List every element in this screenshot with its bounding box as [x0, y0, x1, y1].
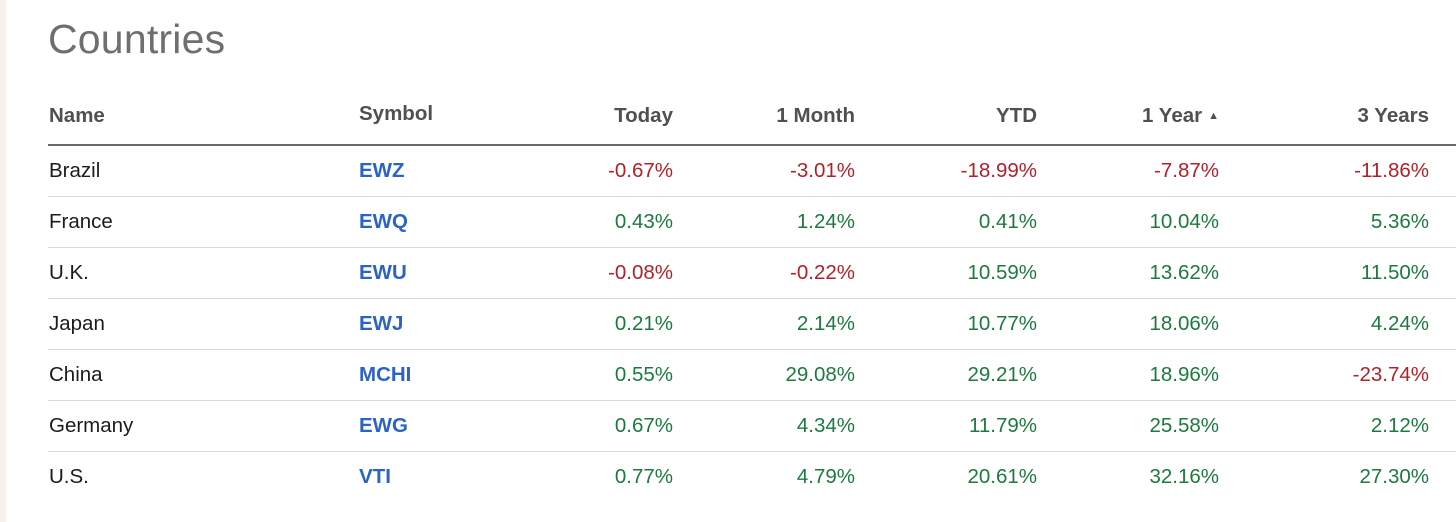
cell-1-year: 18.06% [1065, 298, 1247, 350]
cell-today: 0.21% [542, 298, 701, 350]
cell-3-years: -11.86% [1247, 145, 1456, 197]
column-header-1-year[interactable]: 1 Year ▲ [1065, 88, 1247, 146]
cell-1-month: 4.34% [701, 400, 883, 452]
table-row: Brazil EWZ -0.67% -3.01% -18.99% -7.87% -11.86… [48, 145, 1456, 197]
countries-table: Name Symbol Today 1 Month YTD 1 Year ▲ 3 … [48, 86, 1456, 502]
column-header-symbol[interactable]: Symbol [358, 86, 542, 144]
cell-name: China [48, 349, 358, 401]
table-row: China MCHI 0.55% 29.08% 29.21% 18.96% -23.74% [48, 349, 1456, 401]
cell-1-year: 25.58% [1065, 400, 1247, 452]
cell-ytd: 10.77% [883, 298, 1065, 350]
cell-today: 0.43% [542, 196, 701, 248]
cell-1-month: -0.22% [701, 247, 883, 299]
cell-1-month: 4.79% [796, 465, 855, 488]
cell-name: France [48, 196, 358, 248]
table-row: France EWQ 0.43% 1.24% 0.41% 10.04% 5.36% [48, 196, 1456, 248]
header-row: Name Symbol Today 1 Month YTD 1 Year ▲ 3 … [48, 86, 1456, 146]
cell-ytd: -18.99% [883, 145, 1065, 197]
cell-1-year: 18.96% [1065, 349, 1247, 401]
cell-3-years: 11.50% [1247, 247, 1456, 299]
symbol-link[interactable]: EWG [358, 400, 542, 452]
column-header-3-years[interactable]: 3 Years [1247, 88, 1456, 146]
table-header: Name Symbol Today 1 Month YTD 1 Year ▲ 3 … [48, 86, 1456, 146]
symbol-link[interactable]: EWZ [358, 145, 542, 197]
cell-today: 0.67% [542, 400, 701, 452]
cell-1-year: 10.04% [1065, 196, 1247, 248]
cell-1-year: -7.87% [1065, 145, 1247, 197]
symbol-link[interactable]: MCHI [358, 349, 542, 401]
symbol-link[interactable]: EWJ [358, 298, 542, 350]
page-title: Countries [48, 16, 226, 62]
cell-3-years: -23.74% [1247, 349, 1456, 401]
cell-name: Japan [48, 298, 358, 350]
cell-ytd: 0.41% [883, 196, 1065, 248]
cell-today: 0.77% [614, 465, 673, 488]
cell-name: U.K. [48, 247, 358, 299]
symbol-link[interactable]: EWQ [358, 196, 542, 248]
cell-1-month: 29.08% [701, 349, 883, 401]
table-row: U.S. VTI 0.77% 4.79% 20.61% 32.16% 27.30% [48, 452, 1456, 503]
cell-1-month: -3.01% [701, 145, 883, 197]
table-row: U.K. EWU -0.08% -0.22% 10.59% 13.62% 11.50% [48, 247, 1456, 299]
table-body: Brazil EWZ -0.67% -3.01% -18.99% -7.87% -11.86… [48, 145, 1456, 502]
cell-3-years: 5.36% [1247, 196, 1456, 248]
cell-1-month: 1.24% [701, 196, 883, 248]
cell-1-month: 2.14% [701, 298, 883, 350]
cell-ytd: 29.21% [883, 349, 1065, 401]
column-header-today[interactable]: Today [542, 88, 701, 146]
column-header-1-month[interactable]: 1 Month [701, 88, 883, 146]
cell-name: Brazil [48, 145, 358, 197]
cell-3-years: 27.30% [1359, 465, 1429, 488]
column-header-name[interactable]: Name [48, 88, 358, 146]
column-header-ytd[interactable]: YTD [883, 88, 1065, 146]
cell-3-years: 2.12% [1247, 400, 1456, 452]
cell-today: -0.67% [542, 145, 701, 197]
cell-name: Germany [48, 400, 358, 452]
cell-today: -0.08% [542, 247, 701, 299]
cell-today: 0.55% [542, 349, 701, 401]
symbol-link[interactable]: EWU [358, 247, 542, 299]
cell-ytd: 11.79% [883, 400, 1065, 452]
table-row: Germany EWG 0.67% 4.34% 11.79% 25.58% 2.12% [48, 400, 1456, 452]
cell-name: U.S. [49, 465, 89, 488]
cell-ytd: 20.61% [967, 465, 1037, 488]
cell-1-year: 32.16% [1149, 465, 1219, 488]
cell-1-year: 13.62% [1065, 247, 1247, 299]
symbol-link[interactable]: VTI [359, 465, 391, 488]
table-row: Japan EWJ 0.21% 2.14% 10.77% 18.06% 4.24% [48, 298, 1456, 350]
left-edge-strip [0, 0, 6, 522]
column-header-1-year-label: 1 Year [1142, 104, 1203, 127]
sort-ascending-icon: ▲ [1208, 110, 1219, 122]
cell-3-years: 4.24% [1247, 298, 1456, 350]
cell-ytd: 10.59% [883, 247, 1065, 299]
